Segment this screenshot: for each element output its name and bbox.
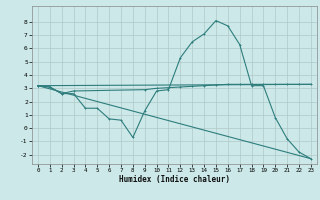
X-axis label: Humidex (Indice chaleur): Humidex (Indice chaleur) [119,175,230,184]
